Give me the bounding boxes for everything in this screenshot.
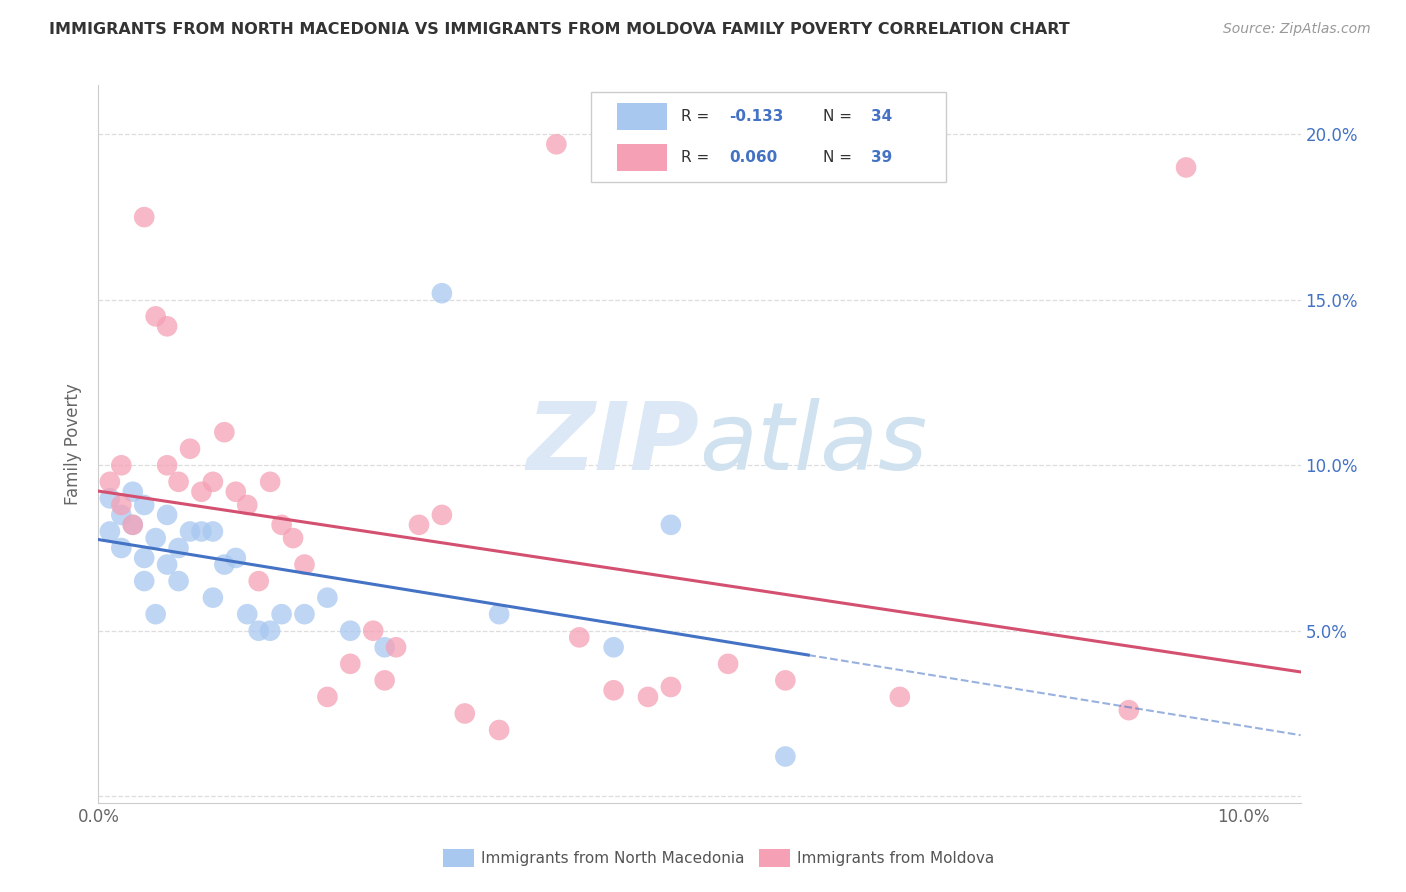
Point bbox=[889, 690, 911, 704]
Point bbox=[270, 607, 292, 622]
FancyBboxPatch shape bbox=[617, 144, 666, 171]
Point bbox=[98, 475, 121, 489]
Point bbox=[134, 498, 156, 512]
Point bbox=[316, 690, 339, 704]
Point bbox=[156, 508, 179, 522]
Point bbox=[659, 680, 682, 694]
FancyBboxPatch shape bbox=[617, 103, 666, 130]
Point bbox=[98, 491, 121, 506]
Point bbox=[145, 310, 167, 324]
Point bbox=[385, 640, 408, 655]
Text: ZIP: ZIP bbox=[527, 398, 700, 490]
Point bbox=[1118, 703, 1140, 717]
Point bbox=[316, 591, 339, 605]
Point bbox=[121, 484, 143, 499]
Point bbox=[110, 508, 132, 522]
Point bbox=[488, 607, 510, 622]
Point bbox=[145, 607, 167, 622]
Text: N =: N = bbox=[824, 109, 858, 124]
Point bbox=[294, 558, 316, 572]
Point bbox=[167, 574, 190, 588]
Point bbox=[167, 475, 190, 489]
Point bbox=[247, 574, 270, 588]
Point bbox=[775, 749, 797, 764]
Text: R =: R = bbox=[682, 109, 714, 124]
Point bbox=[488, 723, 510, 737]
Point bbox=[1175, 161, 1198, 175]
Point bbox=[247, 624, 270, 638]
Point bbox=[179, 524, 201, 539]
Point bbox=[374, 640, 396, 655]
Point bbox=[659, 517, 682, 532]
Text: N =: N = bbox=[824, 150, 858, 165]
Point bbox=[236, 607, 259, 622]
Point bbox=[110, 498, 132, 512]
Y-axis label: Family Poverty: Family Poverty bbox=[65, 383, 83, 505]
Point bbox=[190, 524, 212, 539]
Point bbox=[602, 683, 624, 698]
Point bbox=[568, 631, 591, 645]
Point bbox=[637, 690, 659, 704]
Point bbox=[121, 517, 143, 532]
Text: -0.133: -0.133 bbox=[730, 109, 785, 124]
Point bbox=[281, 531, 304, 545]
Point bbox=[374, 673, 396, 688]
Text: atlas: atlas bbox=[700, 398, 928, 490]
Text: R =: R = bbox=[682, 150, 714, 165]
Point bbox=[361, 624, 384, 638]
Point bbox=[546, 137, 568, 152]
Point bbox=[134, 210, 156, 224]
Point bbox=[236, 498, 259, 512]
Point bbox=[259, 624, 281, 638]
Point bbox=[214, 425, 236, 440]
Point bbox=[156, 558, 179, 572]
Point bbox=[717, 657, 740, 671]
Point bbox=[225, 550, 247, 565]
Point bbox=[156, 319, 179, 334]
Point bbox=[98, 524, 121, 539]
Text: Immigrants from North Macedonia: Immigrants from North Macedonia bbox=[481, 851, 744, 865]
Point bbox=[430, 508, 453, 522]
Point bbox=[134, 550, 156, 565]
Point bbox=[156, 458, 179, 473]
Point bbox=[110, 541, 132, 555]
Point bbox=[201, 591, 224, 605]
Point bbox=[430, 286, 453, 301]
Point bbox=[225, 484, 247, 499]
Point bbox=[454, 706, 477, 721]
Point bbox=[201, 524, 224, 539]
Point bbox=[121, 517, 143, 532]
Point bbox=[775, 673, 797, 688]
Point bbox=[167, 541, 190, 555]
Point bbox=[270, 517, 292, 532]
Point bbox=[259, 475, 281, 489]
Point bbox=[294, 607, 316, 622]
Text: 34: 34 bbox=[872, 109, 893, 124]
Text: IMMIGRANTS FROM NORTH MACEDONIA VS IMMIGRANTS FROM MOLDOVA FAMILY POVERTY CORREL: IMMIGRANTS FROM NORTH MACEDONIA VS IMMIG… bbox=[49, 22, 1070, 37]
Text: Immigrants from Moldova: Immigrants from Moldova bbox=[797, 851, 994, 865]
Text: Source: ZipAtlas.com: Source: ZipAtlas.com bbox=[1223, 22, 1371, 37]
Point bbox=[339, 624, 361, 638]
Point bbox=[179, 442, 201, 456]
Point bbox=[339, 657, 361, 671]
Point bbox=[190, 484, 212, 499]
FancyBboxPatch shape bbox=[592, 92, 946, 182]
Point bbox=[408, 517, 430, 532]
Point bbox=[134, 574, 156, 588]
Text: 0.060: 0.060 bbox=[730, 150, 778, 165]
Text: 39: 39 bbox=[872, 150, 893, 165]
Point bbox=[110, 458, 132, 473]
Point bbox=[145, 531, 167, 545]
Point bbox=[201, 475, 224, 489]
Point bbox=[602, 640, 624, 655]
Point bbox=[214, 558, 236, 572]
